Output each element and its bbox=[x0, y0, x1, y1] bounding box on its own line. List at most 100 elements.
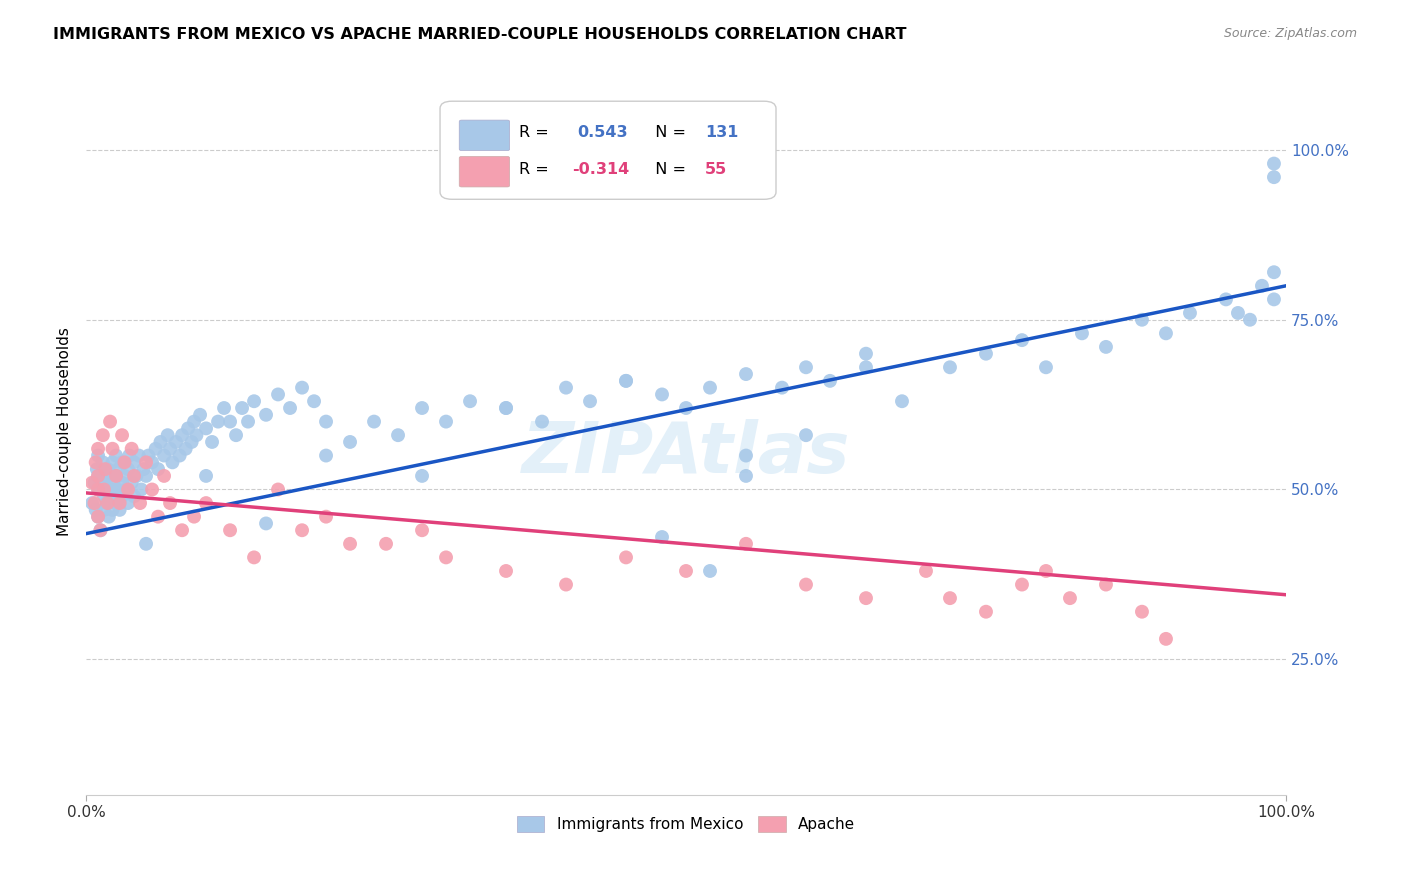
Point bbox=[156, 428, 179, 442]
Point bbox=[96, 496, 118, 510]
Point bbox=[114, 455, 136, 469]
Point bbox=[122, 489, 145, 503]
Point bbox=[97, 462, 120, 476]
Point bbox=[170, 428, 193, 442]
Point bbox=[1226, 306, 1249, 320]
Point bbox=[89, 523, 111, 537]
FancyBboxPatch shape bbox=[460, 156, 509, 187]
Point bbox=[105, 483, 128, 497]
Point bbox=[818, 374, 841, 388]
Point bbox=[495, 564, 517, 578]
Point bbox=[91, 428, 114, 442]
Point bbox=[111, 455, 134, 469]
Point bbox=[149, 434, 172, 449]
Point bbox=[195, 496, 218, 510]
Point bbox=[651, 530, 673, 544]
Point bbox=[363, 415, 385, 429]
Point bbox=[1251, 278, 1274, 293]
Point bbox=[129, 483, 152, 497]
Point bbox=[315, 415, 337, 429]
Point bbox=[1263, 293, 1285, 307]
Point bbox=[675, 401, 697, 415]
Point bbox=[100, 483, 122, 497]
Point bbox=[1178, 306, 1201, 320]
Point bbox=[254, 408, 277, 422]
Point bbox=[132, 462, 155, 476]
Point bbox=[219, 523, 242, 537]
Point bbox=[165, 434, 187, 449]
Point bbox=[97, 496, 120, 510]
Point bbox=[1263, 265, 1285, 279]
Point bbox=[939, 360, 962, 375]
Point bbox=[93, 503, 115, 517]
Point bbox=[315, 449, 337, 463]
Point bbox=[121, 442, 143, 456]
Point bbox=[98, 469, 121, 483]
Point bbox=[87, 449, 110, 463]
Point bbox=[231, 401, 253, 415]
Point bbox=[135, 469, 157, 483]
Text: N =: N = bbox=[645, 125, 692, 140]
Point bbox=[105, 469, 128, 483]
Point bbox=[579, 394, 602, 409]
Point bbox=[278, 401, 301, 415]
Point bbox=[195, 421, 218, 435]
Point bbox=[101, 503, 124, 517]
Point bbox=[458, 394, 481, 409]
Point bbox=[87, 509, 110, 524]
Point bbox=[159, 496, 181, 510]
Point bbox=[114, 483, 136, 497]
Point bbox=[651, 387, 673, 401]
Point bbox=[83, 496, 105, 510]
Point bbox=[614, 374, 637, 388]
Point bbox=[86, 462, 108, 476]
Point bbox=[1263, 170, 1285, 185]
Point bbox=[1130, 312, 1153, 326]
Text: N =: N = bbox=[645, 161, 692, 177]
Point bbox=[1154, 632, 1177, 646]
Point bbox=[94, 469, 117, 483]
Point bbox=[735, 367, 758, 381]
Point bbox=[87, 469, 110, 483]
Point bbox=[174, 442, 197, 456]
Point bbox=[87, 509, 110, 524]
Point bbox=[108, 503, 131, 517]
Point bbox=[1011, 333, 1033, 347]
Point bbox=[93, 475, 115, 490]
Point bbox=[83, 475, 105, 490]
Point bbox=[434, 415, 457, 429]
Point bbox=[555, 577, 578, 591]
Point bbox=[118, 449, 141, 463]
Point bbox=[98, 415, 121, 429]
FancyBboxPatch shape bbox=[460, 120, 509, 151]
Point bbox=[855, 347, 877, 361]
Point bbox=[186, 428, 208, 442]
Point bbox=[974, 347, 997, 361]
Text: 0.543: 0.543 bbox=[576, 125, 627, 140]
Point bbox=[302, 394, 325, 409]
Point bbox=[339, 434, 361, 449]
Point bbox=[195, 469, 218, 483]
Point bbox=[1095, 340, 1118, 354]
Point bbox=[495, 401, 517, 415]
Point bbox=[1130, 605, 1153, 619]
Point bbox=[201, 434, 224, 449]
Text: R =: R = bbox=[519, 125, 560, 140]
Text: ZIPAtlas: ZIPAtlas bbox=[522, 419, 851, 488]
Point bbox=[141, 455, 163, 469]
Point bbox=[169, 449, 191, 463]
Point bbox=[267, 483, 290, 497]
Text: R =: R = bbox=[519, 161, 554, 177]
Point bbox=[254, 516, 277, 531]
Point bbox=[735, 537, 758, 551]
Point bbox=[699, 381, 721, 395]
Point bbox=[138, 449, 160, 463]
Point bbox=[114, 469, 136, 483]
Point bbox=[84, 455, 107, 469]
Point bbox=[291, 381, 314, 395]
Point bbox=[1154, 326, 1177, 341]
Point bbox=[122, 469, 145, 483]
Text: IMMIGRANTS FROM MEXICO VS APACHE MARRIED-COUPLE HOUSEHOLDS CORRELATION CHART: IMMIGRANTS FROM MEXICO VS APACHE MARRIED… bbox=[53, 27, 907, 42]
Point bbox=[93, 483, 115, 497]
Point bbox=[80, 475, 103, 490]
